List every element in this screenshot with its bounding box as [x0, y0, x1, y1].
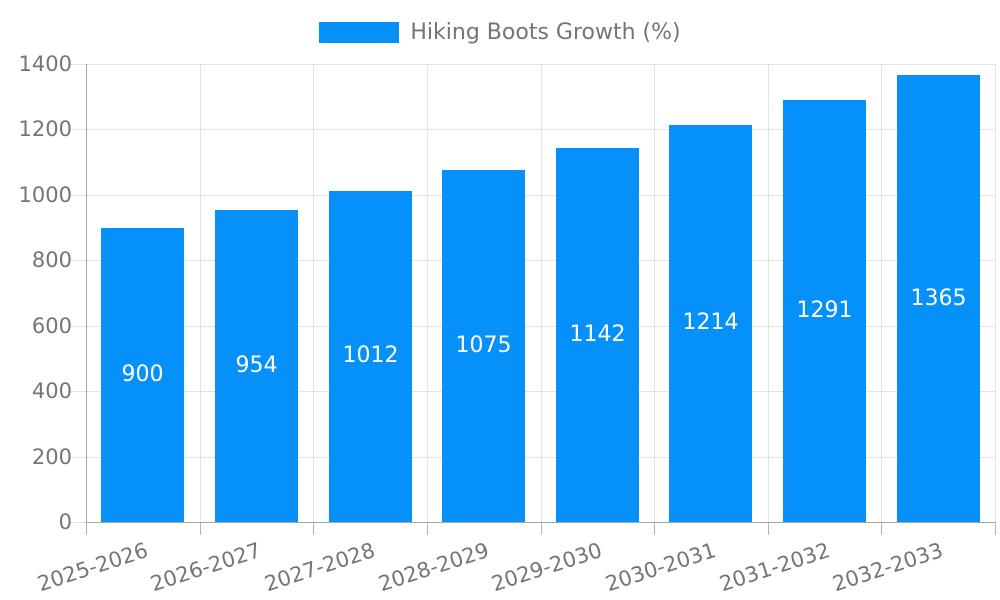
- bar: [783, 100, 866, 522]
- bar: [556, 148, 639, 522]
- y-axis-label: 1200: [18, 117, 72, 141]
- x-axis-label: 2029-2030: [488, 538, 605, 597]
- legend-label: Hiking Boots Growth (%): [410, 20, 681, 45]
- y-gridline: [86, 64, 995, 65]
- x-gridline: [200, 64, 201, 522]
- x-gridline: [541, 64, 542, 522]
- x-tick-mark: [427, 522, 428, 535]
- x-gridline: [881, 64, 882, 522]
- x-gridline: [313, 64, 314, 522]
- x-tick-mark: [768, 522, 769, 535]
- x-tick-mark: [200, 522, 201, 535]
- bar-value-label: 954: [235, 353, 278, 378]
- x-tick-mark: [881, 522, 882, 535]
- y-axis-label: 1400: [18, 52, 72, 76]
- bar: [442, 170, 525, 522]
- y-axis-label: 0: [58, 510, 72, 534]
- y-axis-label: 600: [31, 314, 72, 338]
- legend-color-swatch: [319, 22, 400, 43]
- y-gridline: [86, 326, 995, 327]
- bar: [215, 210, 298, 522]
- y-axis-label: 400: [31, 379, 72, 403]
- bar: [897, 75, 980, 522]
- y-gridline: [86, 260, 995, 261]
- bar-value-label: 1291: [796, 298, 853, 323]
- bar-value-label: 1075: [455, 333, 512, 358]
- bar: [101, 228, 184, 522]
- x-gridline: [995, 64, 996, 522]
- x-tick-mark: [313, 522, 314, 535]
- y-gridline: [86, 391, 995, 392]
- y-tick-mark: [68, 522, 86, 523]
- y-axis-line: [86, 64, 87, 522]
- x-axis-line: [86, 522, 995, 523]
- y-gridline: [86, 129, 995, 130]
- y-tick-mark: [68, 326, 86, 327]
- y-tick-mark: [68, 391, 86, 392]
- x-gridline: [654, 64, 655, 522]
- x-axis-label: 2027-2028: [261, 538, 378, 597]
- x-gridline: [768, 64, 769, 522]
- x-axis-label: 2028-2029: [375, 538, 492, 597]
- y-tick-mark: [68, 457, 86, 458]
- bar: [329, 191, 412, 522]
- bar: [669, 125, 752, 522]
- x-gridline: [427, 64, 428, 522]
- bar-value-label: 1365: [910, 286, 967, 311]
- y-axis-label: 1000: [18, 183, 72, 207]
- x-tick-mark: [86, 522, 87, 535]
- y-gridline: [86, 457, 995, 458]
- x-axis-label: 2030-2031: [602, 538, 719, 597]
- y-tick-mark: [68, 129, 86, 130]
- y-gridline: [86, 195, 995, 196]
- y-tick-mark: [68, 64, 86, 65]
- y-axis-label: 800: [31, 248, 72, 272]
- legend-item[interactable]: Hiking Boots Growth (%): [0, 21, 1000, 44]
- x-tick-mark: [654, 522, 655, 535]
- x-axis-label: 2025-2026: [34, 538, 151, 597]
- bar-value-label: 1214: [682, 310, 739, 335]
- x-axis-label: 2031-2032: [716, 538, 833, 597]
- y-tick-mark: [68, 260, 86, 261]
- y-tick-mark: [68, 195, 86, 196]
- y-axis-label: 200: [31, 445, 72, 469]
- bar-value-label: 1142: [569, 322, 626, 347]
- x-axis-label: 2026-2027: [147, 538, 264, 597]
- bar-value-label: 900: [121, 362, 164, 387]
- x-axis-label: 2032-2033: [829, 538, 946, 597]
- x-tick-mark: [995, 522, 996, 535]
- x-tick-mark: [541, 522, 542, 535]
- bar-value-label: 1012: [342, 343, 399, 368]
